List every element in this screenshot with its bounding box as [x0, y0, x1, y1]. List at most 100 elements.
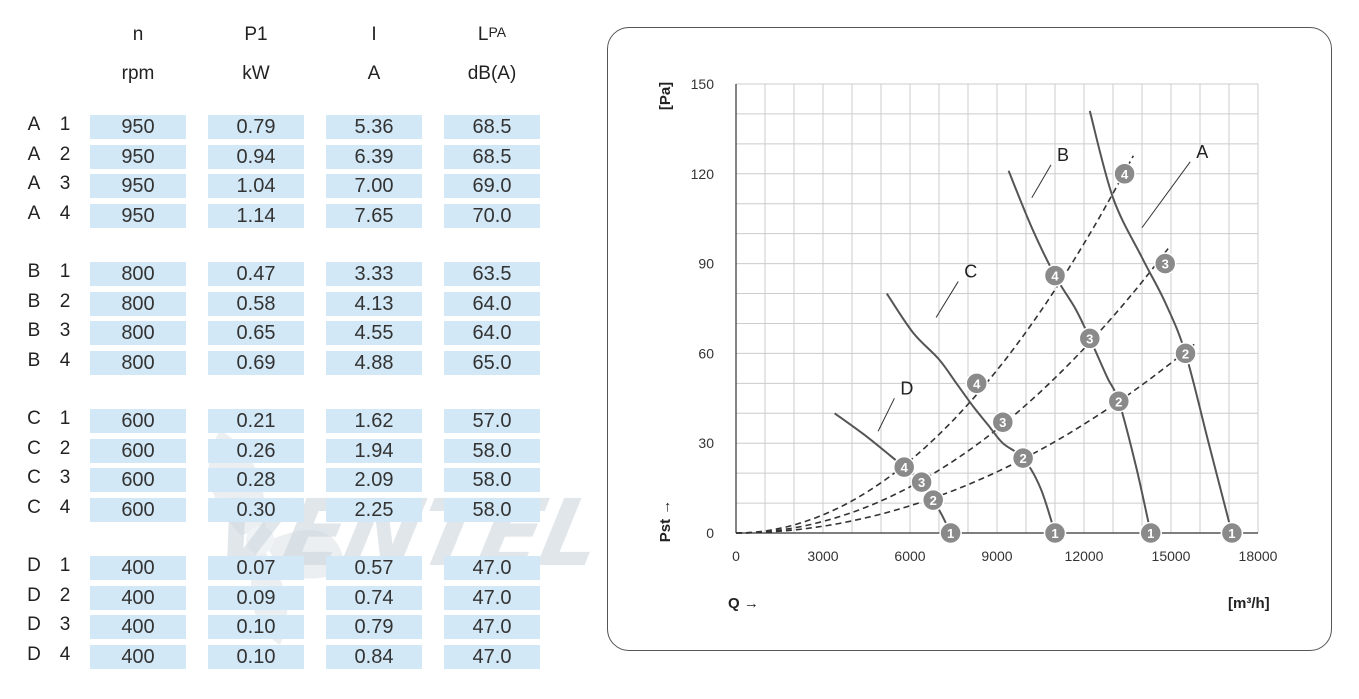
x-tick-label: 15000	[1152, 548, 1191, 564]
column-symbol: n	[132, 24, 144, 45]
x-tick-label: 18000	[1239, 548, 1278, 564]
table-cell-lpa: 57.0	[444, 409, 540, 433]
table-cell-p1: 0.10	[208, 615, 304, 639]
table-cell-n: 600	[90, 497, 186, 522]
table-cell-p1: 0.69	[208, 350, 304, 375]
table-cell-i: 7.00	[326, 174, 422, 198]
table-cell-i: 5.36	[326, 115, 422, 139]
operating-point-label: 3	[999, 415, 1006, 430]
x-axis-title: Q →	[728, 595, 759, 612]
table-cell-i: 0.84	[326, 644, 422, 669]
fan-curve-D	[834, 412, 952, 534]
operating-point-A1	[1220, 521, 1244, 545]
row-fan-letter: A	[27, 114, 41, 135]
fan-curve-C	[885, 292, 1056, 534]
table-cell-n: 950	[90, 203, 186, 228]
table-cell-i: 4.55	[326, 321, 422, 345]
row-fan-letter: C	[27, 467, 41, 488]
table-cell-n: 950	[90, 144, 186, 169]
operating-point-D2	[921, 488, 945, 512]
operating-point-C4	[965, 372, 988, 395]
table-cell-lpa: 58.0	[444, 438, 540, 463]
operating-point-label: 3	[1086, 331, 1093, 346]
table-cell-lpa: 64.0	[444, 291, 540, 316]
row-fan-letter: A	[27, 173, 41, 194]
y-tick-label: 30	[698, 435, 714, 451]
curve-label-leader	[1031, 164, 1052, 198]
table-cell-p1: 0.26	[208, 438, 304, 463]
table-cell-p1: 0.21	[208, 409, 304, 433]
table-cell-n: 600	[90, 468, 186, 492]
table-cell-lpa: 70.0	[444, 203, 540, 228]
table-cell-lpa: 69.0	[444, 174, 540, 198]
column-unit-n: rpm	[121, 63, 155, 84]
operating-point-label: 4	[973, 376, 981, 391]
row-point-number: 2	[59, 437, 71, 459]
fan-curve-B	[1007, 170, 1152, 534]
curve-label-A: A	[1196, 142, 1208, 162]
table-cell-n: 950	[90, 174, 186, 198]
operating-point-B3	[1078, 327, 1102, 350]
row-fan-letter: B	[27, 349, 41, 371]
x-tick-label: 3000	[807, 548, 838, 564]
operating-point-A3	[1153, 252, 1177, 275]
table-cell-n: 950	[90, 115, 186, 139]
table-cell-n: 600	[90, 409, 186, 433]
table-cell-p1: 0.65	[208, 321, 304, 345]
operating-point-label: 2	[1115, 394, 1122, 409]
table-cell-lpa: 47.0	[444, 585, 540, 610]
table-cell-p1: 0.30	[208, 497, 304, 522]
curve-label-C: C	[964, 262, 977, 282]
operating-point-D4	[892, 455, 916, 479]
table-cell-n: 400	[90, 556, 186, 580]
row-fan-letter: C	[27, 437, 41, 459]
curve-label-B: B	[1057, 145, 1069, 165]
curve-label-leader	[877, 398, 895, 432]
table-cell-lpa: 68.5	[444, 144, 540, 169]
operating-point-label: 4	[1051, 269, 1059, 284]
table-cell-lpa: 63.5	[444, 262, 540, 286]
operating-point-label: 3	[918, 475, 925, 490]
y-tick-label: 150	[691, 76, 715, 92]
table-cell-p1: 0.28	[208, 468, 304, 492]
table-cell-p1: 0.47	[208, 262, 304, 286]
row-fan-letter: B	[27, 320, 41, 341]
table-cell-i: 0.79	[326, 615, 422, 639]
column-symbol-subscript: PA	[488, 24, 507, 40]
row-fan-letter: D	[27, 643, 41, 665]
row-fan-letter: D	[27, 584, 41, 606]
fan-performance-chart: 0 3000 6000 9000 12000 15000 18000 0 30 60 90 120 15…	[657, 76, 1278, 612]
row-point-number: 2	[59, 143, 71, 165]
operating-point-D1	[939, 521, 962, 545]
column-header-p1: P1	[208, 24, 304, 46]
table-cell-n: 800	[90, 291, 186, 316]
table-cell-lpa: 47.0	[444, 615, 540, 639]
operating-point-label: 1	[1051, 526, 1058, 541]
table-cell-lpa: 64.0	[444, 321, 540, 345]
table-cell-n: 400	[90, 615, 186, 639]
operating-point-A4	[1113, 162, 1136, 186]
x-tick-label: 6000	[894, 548, 925, 564]
operating-point-B4	[1043, 264, 1067, 287]
row-fan-letter: D	[27, 614, 41, 635]
x-tick-label: 9000	[981, 548, 1012, 564]
operating-point-A2	[1174, 342, 1197, 365]
column-unit-p1: kW	[242, 63, 270, 84]
table-cell-lpa: 47.0	[444, 556, 540, 580]
operating-point-D3	[910, 470, 933, 494]
table-cell-i: 0.74	[326, 585, 422, 610]
row-fan-letter: C	[27, 496, 41, 518]
operating-point-label: 3	[1162, 257, 1169, 272]
y-tick-label: 0	[706, 525, 714, 541]
table-cell-lpa: 47.0	[444, 644, 540, 669]
table-cell-p1: 0.07	[208, 556, 304, 580]
row-point-number: 3	[59, 467, 71, 488]
chart-panel: 0 3000 6000 9000 12000 15000 18000 0 30 60 90 120 15…	[607, 27, 1332, 651]
column-symbol: P1	[244, 24, 268, 45]
column-header-i: I	[326, 24, 422, 46]
table-cell-i: 1.94	[326, 438, 422, 463]
row-point-number: 1	[59, 114, 71, 135]
row-fan-letter: B	[27, 261, 41, 282]
table-cell-lpa: 68.5	[444, 115, 540, 139]
table-cell-p1: 0.58	[208, 291, 304, 316]
